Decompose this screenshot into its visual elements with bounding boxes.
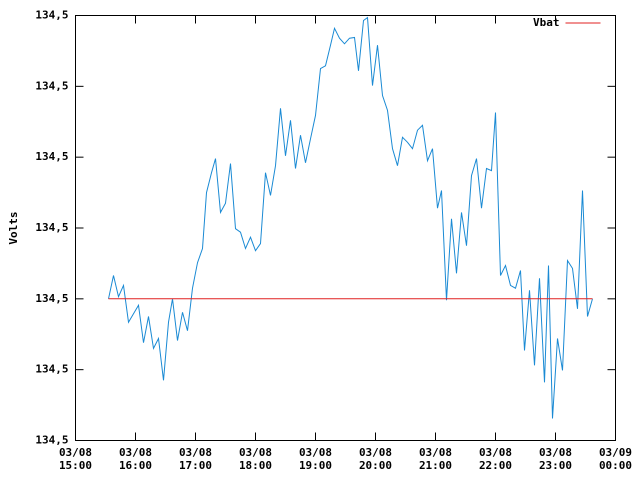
- x-tick-label: 03/08 16:00: [119, 446, 152, 472]
- x-tick-label-line: 18:00: [239, 459, 272, 472]
- x-tick-label-line: 19:00: [299, 459, 332, 472]
- plot-border: [75, 15, 616, 441]
- x-tick-label-line: 00:00: [599, 459, 632, 472]
- x-tick-label-line: 03/09: [599, 446, 632, 459]
- x-tick-label: 03/08 20:00: [359, 446, 392, 472]
- x-tick-label-line: 03/08: [119, 446, 152, 459]
- y-tick-label: 134,5: [35, 221, 68, 234]
- x-tick-label-line: 03/08: [539, 446, 572, 459]
- x-tick-label: 03/08 22:00: [479, 446, 512, 472]
- x-tick-label-line: 03/08: [359, 446, 392, 459]
- x-tick-label: 03/08 18:00: [239, 446, 272, 472]
- x-tick-label-line: 03/08: [179, 446, 212, 459]
- x-tick-label-line: 03/08: [59, 446, 92, 459]
- x-tick-label: 03/09 00:00: [599, 446, 632, 472]
- x-tick-label: 03/08 23:00: [539, 446, 572, 472]
- series-line: [108, 16, 593, 419]
- x-tick-label-line: 03/08: [479, 446, 512, 459]
- x-tick-label: 03/08 15:00: [59, 446, 92, 472]
- x-tick-label: 03/08 19:00: [299, 446, 332, 472]
- y-tick-label: 134,5: [35, 363, 68, 376]
- legend-label: Vbat: [533, 16, 560, 29]
- x-tick-label-line: 03/08: [239, 446, 272, 459]
- x-tick-label-line: 23:00: [539, 459, 572, 472]
- y-tick-label: 134,5: [35, 292, 68, 305]
- y-tick-label: 134,5: [35, 9, 68, 22]
- x-tick-label: 03/08 21:00: [419, 446, 452, 472]
- x-tick-label-line: 17:00: [179, 459, 212, 472]
- y-tick-label: 134,5: [35, 434, 68, 447]
- x-tick-label-line: 03/08: [419, 446, 452, 459]
- x-tick-label-line: 21:00: [419, 459, 452, 472]
- x-tick-label-line: 15:00: [59, 459, 92, 472]
- y-tick-label: 134,5: [35, 79, 68, 92]
- x-tick-label-line: 16:00: [119, 459, 152, 472]
- x-tick-label: 03/08 17:00: [179, 446, 212, 472]
- y-axis-label: Volts: [7, 211, 20, 244]
- x-tick-label-line: 22:00: [479, 459, 512, 472]
- y-tick-label: 134,5: [35, 150, 68, 163]
- x-tick-label-line: 03/08: [299, 446, 332, 459]
- x-tick-label-line: 20:00: [359, 459, 392, 472]
